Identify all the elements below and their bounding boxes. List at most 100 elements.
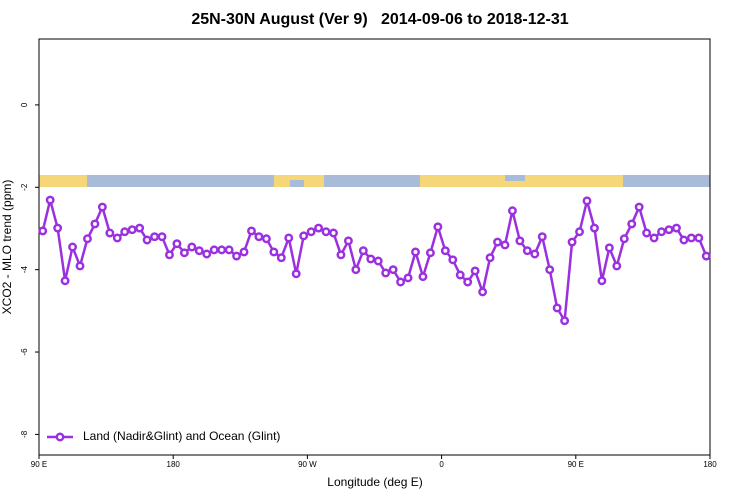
data-point [425,248,435,258]
data-point [127,225,137,235]
ocean-band [290,180,304,187]
data-point [299,231,309,241]
data-point [239,247,249,257]
data-point [403,273,413,283]
data-point [351,265,361,275]
land-ocean-strip [39,175,710,187]
data-point [224,245,234,255]
land-band [39,175,87,187]
data-point [500,240,510,250]
y-tick-label: 0 [20,102,29,107]
data-point [575,227,584,237]
data-point [321,227,331,237]
data-point [545,265,555,275]
data-point [694,233,704,243]
data-point [276,253,286,263]
data-point [604,243,614,253]
data-point [53,223,63,233]
data-point [478,287,488,297]
data-point [120,227,130,237]
data-point [627,219,637,229]
x-tick-label: 90 E [568,460,584,469]
data-point [657,227,666,237]
data-point [485,253,495,263]
data-point [165,250,174,260]
data-point [381,268,391,278]
data-point [194,246,204,256]
data-point [373,256,383,266]
data-point [634,202,644,212]
data-point [612,261,622,271]
chart-title: 25N-30N August (Ver 9) 2014-09-06 to 201… [191,11,568,28]
data-point [329,228,338,238]
x-tick-label: 0 [439,460,444,469]
data-point [649,233,659,243]
data-point [68,242,78,252]
data-point [142,235,152,245]
data-point [440,246,450,256]
y-tick-label: -8 [20,430,29,438]
data-point [232,251,242,261]
y-axis-title: XCO2 - MLO trend (ppm) [0,180,14,315]
data-point [515,236,525,246]
data-point [560,316,570,326]
y-tick-label: -2 [20,183,29,191]
data-point [105,228,115,238]
legend-marker [55,432,65,442]
data-point [664,225,674,235]
data-point [284,233,294,243]
data-point [291,269,301,279]
data-point [589,223,599,233]
data-point [112,233,122,243]
data-point [418,272,428,282]
x-tick-label: 180 [703,460,717,469]
data-point [83,234,92,244]
data-point [157,232,167,242]
data-point [336,250,346,260]
data-point [701,251,711,261]
data-point [202,249,212,259]
data-point [358,246,368,256]
data-point [597,276,607,286]
ocean-band [505,175,525,181]
data-point [187,242,197,252]
data-point [455,270,465,280]
x-axis-title: Longitude (deg E) [327,475,422,489]
data-point [60,276,70,286]
legend-label: Land (Nadir&Glint) and Ocean (Glint) [83,429,280,443]
data-point [582,196,592,206]
data-point [172,239,182,249]
data-point [254,232,264,242]
data-point [448,255,458,265]
data-point [179,248,189,258]
x-tick-label: 90 E [31,460,47,469]
data-point [396,277,406,287]
y-tick-label: -4 [20,266,29,274]
data-point [530,249,540,259]
data-point [522,246,532,256]
data-point [470,266,480,276]
data-point [135,223,145,233]
data-point [493,237,502,247]
data-point [247,226,256,236]
data-point [343,236,353,246]
data-point [75,261,85,271]
data-point [97,202,107,212]
data-point [507,206,517,216]
data-point [90,219,100,229]
data-point [672,223,681,233]
data-point [567,237,577,247]
data-point [314,223,324,233]
data-point [411,247,420,257]
data-point [552,303,562,313]
data-point [537,232,547,242]
data-point [619,234,629,244]
data-point [38,226,48,236]
data-point [269,247,279,257]
data-point [366,254,376,264]
data-point [642,228,652,238]
data-point [261,234,271,244]
data-point [388,265,398,275]
data-point [150,232,160,242]
